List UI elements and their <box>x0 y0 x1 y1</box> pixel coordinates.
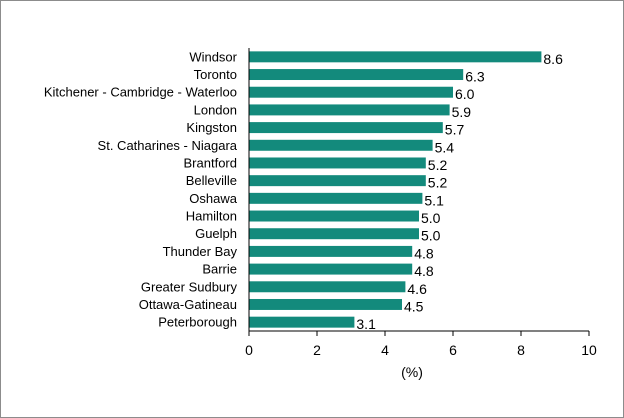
value-label-10: 5.0 <box>421 228 441 244</box>
category-label-1: Toronto <box>194 67 237 82</box>
x-tick-label-2: 4 <box>381 342 389 358</box>
value-label-8: 5.1 <box>424 192 444 208</box>
bar-14 <box>249 298 402 310</box>
category-label-13: Greater Sudbury <box>141 279 238 294</box>
bar-9 <box>249 210 419 222</box>
x-tick-label-0: 0 <box>245 342 253 358</box>
value-label-15: 3.1 <box>356 316 376 332</box>
category-label-4: Kingston <box>186 120 237 135</box>
bar-5 <box>249 139 433 151</box>
category-label-11: Thunder Bay <box>163 244 238 259</box>
category-label-10: Guelph <box>195 226 237 241</box>
value-label-5: 5.4 <box>435 139 455 155</box>
x-axis: 0 2 4 6 8 10 <box>245 48 597 358</box>
value-label-3: 5.9 <box>452 104 472 120</box>
category-label-5: St. Catharines - Niagara <box>98 138 238 153</box>
bar-4 <box>249 122 443 134</box>
value-label-12: 4.8 <box>414 263 434 279</box>
category-label-6: Brantford <box>184 155 237 170</box>
value-label-0: 8.6 <box>543 51 563 67</box>
value-label-9: 5.0 <box>421 210 441 226</box>
bar-0 <box>249 51 542 63</box>
value-label-2: 6.0 <box>455 86 475 102</box>
x-tick-label-1: 2 <box>313 342 321 358</box>
x-tick-label-5: 10 <box>581 342 597 358</box>
bar-7 <box>249 175 426 187</box>
bars-group <box>249 51 542 328</box>
value-label-13: 4.6 <box>407 281 427 297</box>
bar-12 <box>249 263 413 275</box>
value-label-4: 5.7 <box>445 122 465 138</box>
value-label-6: 5.2 <box>428 157 448 173</box>
category-label-9: Hamilton <box>186 209 237 224</box>
category-labels: Windsor Toronto Kitchener - Cambridge - Wa… <box>44 49 238 329</box>
bar-6 <box>249 157 426 169</box>
category-label-2: Kitchener - Cambridge - Waterloo <box>44 85 237 100</box>
bar-15 <box>249 316 355 328</box>
bar-2 <box>249 86 453 98</box>
value-labels: 8.66.36.05.95.75.45.25.25.15.05.04.84.84… <box>356 51 563 332</box>
category-label-3: London <box>194 102 237 117</box>
category-label-0: Windsor <box>189 49 237 64</box>
bar-8 <box>249 192 423 204</box>
value-label-11: 4.8 <box>414 245 434 261</box>
x-axis-title: (%) <box>401 364 423 380</box>
x-tick-label-3: 6 <box>449 342 457 358</box>
bar-1 <box>249 69 464 81</box>
x-tick-label-4: 8 <box>517 342 525 358</box>
bar-3 <box>249 104 450 116</box>
value-label-14: 4.5 <box>404 298 424 314</box>
category-label-14: Ottawa-Gatineau <box>139 297 237 312</box>
category-label-12: Barrie <box>202 262 237 277</box>
value-label-1: 6.3 <box>465 69 485 85</box>
bar-10 <box>249 228 419 240</box>
bar-11 <box>249 245 413 257</box>
category-label-7: Belleville <box>186 173 237 188</box>
bar-13 <box>249 281 406 293</box>
category-label-8: Oshawa <box>189 191 237 206</box>
value-label-7: 5.2 <box>428 175 448 191</box>
category-label-15: Peterborough <box>158 315 237 330</box>
